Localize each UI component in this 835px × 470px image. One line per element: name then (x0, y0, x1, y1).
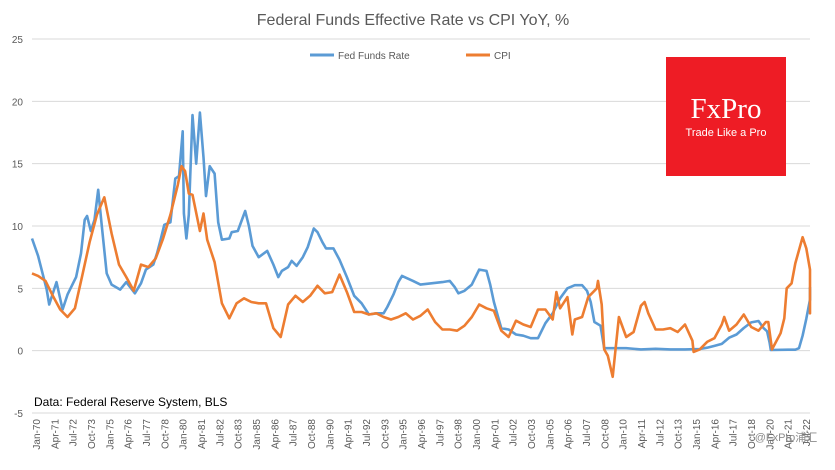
x-tick-label: Apr-96 (417, 419, 428, 449)
y-tick-label: 15 (12, 160, 24, 171)
x-tick-label: Oct-13 (674, 419, 685, 449)
x-tick-label: Oct-03 (527, 419, 538, 449)
logo-tagline: Trade Like a Pro (686, 127, 767, 139)
x-tick-label: Jan-90 (325, 419, 336, 450)
x-tick-label: Apr-16 (710, 419, 721, 449)
x-tick-label: Jan-85 (252, 419, 263, 450)
legend: Fed Funds Rate CPI (310, 51, 511, 62)
x-tick-label: Jan-75 (105, 419, 116, 450)
x-tick-label: Apr-71 (50, 419, 61, 449)
x-tick-label: Jan-20 (765, 419, 776, 450)
series-lines (30, 111, 812, 379)
legend-label-cpi: CPI (494, 51, 511, 62)
x-tick-label: Apr-76 (124, 419, 135, 449)
fxpro-logo: FxPro Trade Like a Pro (666, 57, 786, 176)
x-tick-label: Oct-18 (747, 419, 758, 449)
x-tick-label: Apr-21 (784, 419, 795, 449)
x-tick-label: Apr-01 (490, 419, 501, 449)
x-tick-label: Oct-08 (600, 419, 611, 449)
logo-background (666, 57, 786, 176)
x-tick-label: Jan-70 (32, 419, 43, 450)
x-tick-label: Jul-07 (582, 419, 593, 447)
x-tick-label: Jan-15 (692, 419, 703, 450)
x-tick-label: Jul-22 (802, 419, 813, 447)
source-note: Data: Federal Reserve System, BLS (34, 395, 227, 409)
x-tick-label: Apr-86 (270, 419, 281, 449)
x-tick-label: Oct-98 (454, 419, 465, 449)
x-tick-label: Oct-93 (380, 419, 391, 449)
x-tick-label: Jul-82 (215, 419, 226, 447)
x-tick-label: Jan-00 (472, 419, 483, 450)
x-tick-label: Jul-12 (655, 419, 666, 447)
y-tick-label: 5 (17, 284, 23, 295)
x-tick-label: Jan-05 (545, 419, 556, 450)
x-tick-label: Jul-17 (729, 419, 740, 447)
x-tick-label: Jul-72 (69, 419, 80, 447)
x-tick-label: Oct-73 (87, 419, 98, 449)
y-tick-label: -5 (14, 409, 23, 420)
series-line-fed-funds (30, 111, 812, 352)
x-tick-label: Oct-78 (160, 419, 171, 449)
x-tick-label: Jul-77 (142, 419, 153, 447)
x-tick-label: Jul-97 (435, 419, 446, 447)
x-tick-label: Oct-88 (307, 419, 318, 449)
grid-lines (32, 38, 810, 414)
x-tick-label: Apr-11 (637, 419, 648, 449)
y-tick-label: 20 (12, 97, 24, 108)
watermark: @FxPro浦汇 (755, 431, 818, 444)
legend-label-fed-funds: Fed Funds Rate (338, 51, 410, 62)
y-tick-label: 25 (12, 35, 24, 46)
y-tick-label: 0 (17, 347, 23, 358)
series-line-cpi (31, 164, 812, 379)
chart-title: Federal Funds Effective Rate vs CPI YoY,… (257, 12, 569, 29)
x-tick-label: Oct-83 (234, 419, 245, 449)
x-tick-label: Jul-02 (509, 419, 520, 447)
y-tick-label: 10 (12, 222, 24, 233)
x-tick-label: Jan-95 (399, 419, 410, 450)
x-tick-label: Jul-92 (362, 419, 373, 447)
x-tick-label: Jan-10 (619, 419, 630, 450)
x-axis-tick-labels: Jan-70 Apr-71 Jul-72 Oct-73 Jan-75 Apr-76 Jul-… (32, 419, 813, 450)
x-tick-label: Jul-87 (289, 419, 300, 447)
x-tick-label: Jan-80 (179, 419, 190, 450)
x-tick-label: Apr-91 (344, 419, 355, 449)
x-tick-label: Apr-06 (564, 419, 575, 449)
x-tick-label: Apr-81 (197, 419, 208, 449)
logo-brand: FxPro (691, 93, 762, 125)
y-axis-tick-labels: 25 20 15 10 5 0 -5 (12, 35, 24, 420)
